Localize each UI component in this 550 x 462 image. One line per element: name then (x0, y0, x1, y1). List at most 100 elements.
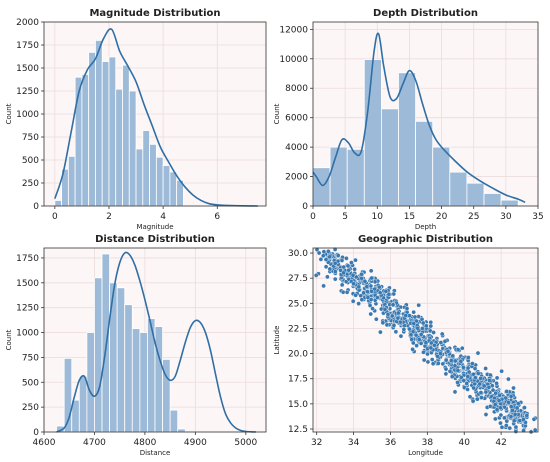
y-tick-label: 250 (22, 179, 39, 189)
scatter-point (418, 332, 424, 337)
y-tick-label: 750 (22, 353, 39, 363)
y-axis-label: Count (5, 329, 13, 350)
scatter-point (412, 314, 418, 320)
scatter-point (472, 366, 478, 371)
y-tick-label: 1750 (16, 254, 39, 264)
scatter-point (461, 378, 467, 383)
scatter-point (428, 323, 434, 329)
histogram-bar (116, 287, 126, 433)
y-tick-label: 25.0 (288, 299, 308, 309)
histogram-bar (398, 72, 417, 207)
histogram-bar (363, 59, 382, 207)
scatter-point (332, 260, 338, 266)
chart-panel-2: 0 5 10 15 20 25 30 35 0 2000 4000 6000 8000 10000 1200… (273, 8, 544, 231)
scatter-point (429, 357, 435, 362)
scatter-point (475, 396, 480, 402)
scatter-point (514, 405, 520, 411)
scatter-point (401, 327, 407, 332)
chart-panel-1: 0 2 4 6 0 250 500 750 1000 1250 1500 1750 2000 Magnit… (5, 8, 267, 231)
scatter-point (473, 375, 478, 381)
scatter-point (361, 290, 366, 296)
scatter-point (465, 365, 471, 371)
scatter-point (496, 398, 502, 403)
scatter-point (351, 281, 356, 286)
axes-frame (43, 247, 267, 433)
scatter-point (316, 250, 322, 256)
x-tick-label: 25 (468, 212, 479, 222)
histogram-bar (154, 326, 163, 433)
x-axis-label: Depth (415, 223, 436, 231)
scatter-point (391, 323, 397, 328)
histogram-bar (54, 200, 62, 207)
scatter-point (356, 284, 362, 290)
scatter-point (497, 393, 503, 398)
scatter-point (466, 355, 471, 360)
y-tick-label: 12.5 (288, 425, 308, 435)
scatter-point (494, 375, 500, 381)
scatter-point (452, 358, 458, 364)
y-tick-label: 12000 (279, 25, 308, 35)
histogram-bar (177, 428, 186, 433)
scatter-point (521, 428, 526, 433)
scatter-point (450, 353, 456, 359)
scatter-point (352, 266, 357, 272)
x-tick-label: 36 (385, 438, 397, 448)
scatter-point (524, 413, 530, 418)
y-tick-label: 30.0 (288, 249, 308, 259)
scatter-point (345, 263, 351, 269)
scatter-point (443, 371, 449, 377)
scatter-point (346, 267, 352, 273)
scatter-point (483, 389, 489, 395)
scatter-point (499, 368, 504, 374)
scatter-point (386, 291, 392, 297)
scatter-point (436, 361, 441, 366)
histogram-bar (109, 282, 118, 433)
scatter-point (428, 345, 434, 351)
y-tick-label: 1250 (16, 87, 39, 97)
scatter-point (370, 306, 375, 311)
scatter-point (445, 348, 451, 354)
x-tick-label: 4800 (133, 438, 156, 448)
scatter-point (389, 313, 395, 319)
x-tick-label: 4700 (83, 438, 106, 448)
y-tick-label: 17.5 (288, 375, 308, 385)
histogram-bar (329, 146, 348, 207)
scatter-point (459, 345, 465, 351)
histogram-bar (128, 90, 137, 207)
scatter-point (368, 311, 374, 317)
scatter-point (420, 320, 426, 326)
y-tick-label: 1250 (16, 304, 39, 314)
histogram-bar (312, 167, 331, 207)
scatter-point (339, 282, 345, 288)
scatter-point (368, 297, 374, 302)
scatter-point (487, 378, 492, 383)
x-tick-label: 4600 (33, 438, 56, 448)
chart-panel-3: 4600 4700 4800 4900 5000 0 250 500 750 1000 1250 15… (5, 234, 267, 457)
scatter-point (502, 415, 507, 421)
histogram-bar (380, 108, 399, 207)
scatter-point (395, 310, 401, 316)
scatter-point (510, 408, 515, 413)
y-tick-label: 2000 (285, 173, 308, 183)
scatter-point (443, 357, 449, 363)
scatter-point (458, 358, 464, 364)
scatter-point (440, 361, 446, 367)
y-tick-label: 20.0 (288, 350, 308, 360)
scatter-point (471, 385, 476, 391)
scatter-point (369, 289, 374, 294)
scatter-point (327, 266, 333, 272)
y-tick-label: 500 (22, 378, 39, 388)
y-tick-label: 250 (22, 403, 39, 413)
scatter-point (314, 247, 320, 252)
scatter-point (531, 416, 537, 422)
scatter-point (425, 359, 431, 365)
scatter-point (325, 274, 330, 280)
scatter-point (365, 295, 371, 300)
chart-panel-4: 32 34 36 38 40 42 12.5 15.0 17.5 20.0 22.5 25.0 27.5… (273, 234, 539, 457)
chart-title: Depth Distribution (373, 8, 478, 19)
scatter-point (447, 369, 453, 374)
scatter-point (380, 320, 386, 326)
scatter-point (407, 326, 412, 332)
x-tick-label: 20 (436, 212, 448, 222)
scatter-point (465, 387, 470, 392)
